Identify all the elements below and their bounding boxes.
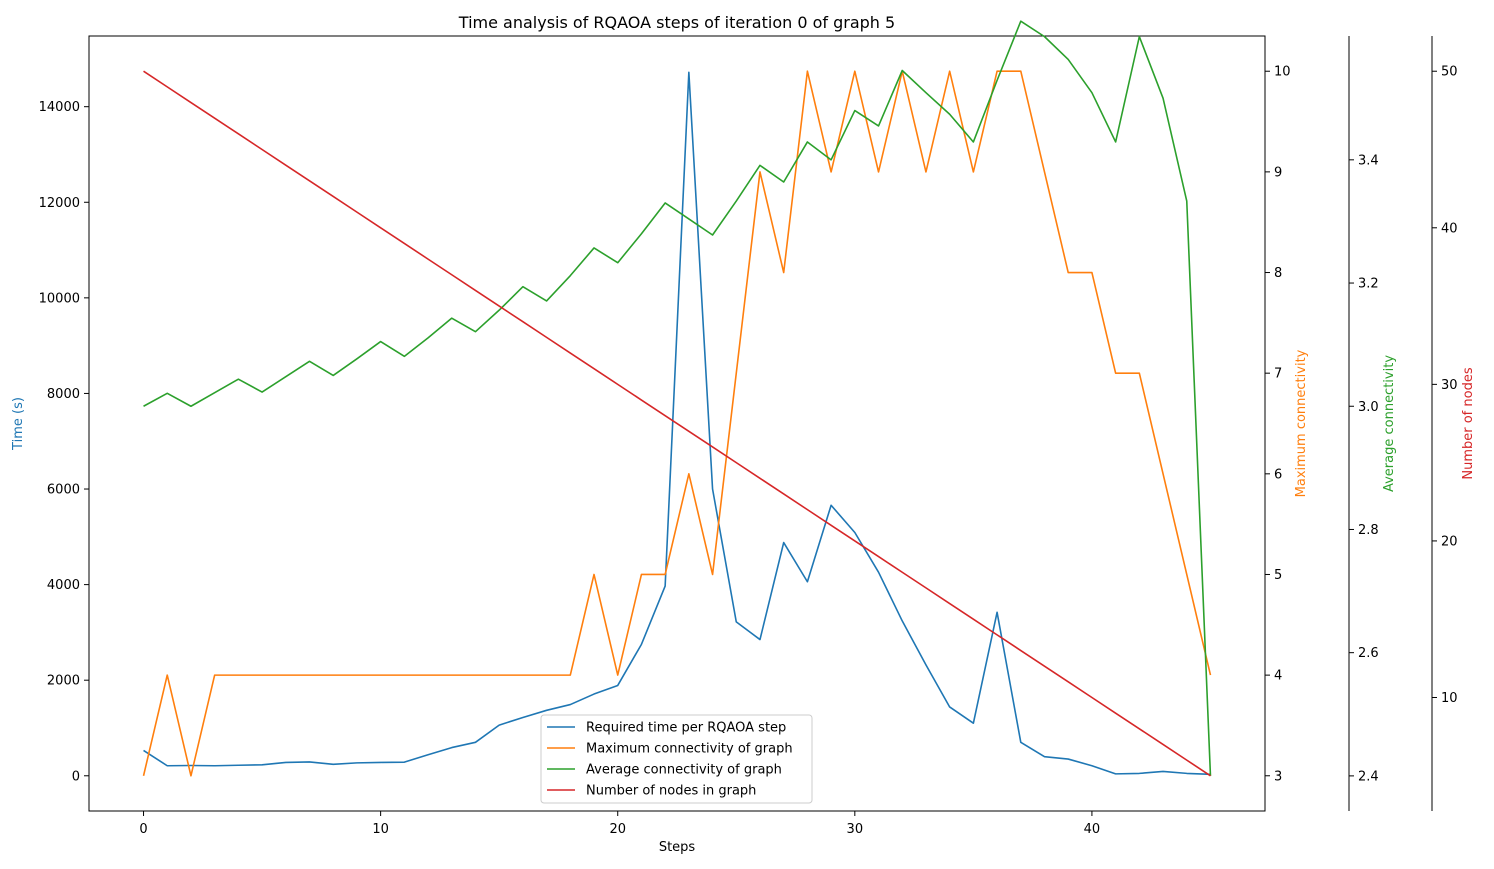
avgconn-tick-label: 3.4: [1358, 153, 1379, 168]
nodes-tick-label: 20: [1441, 534, 1458, 549]
avgconn-tick-label: 2.8: [1358, 523, 1379, 538]
maxconn-tick-label: 4: [1274, 669, 1282, 684]
x-axis-label: Steps: [659, 840, 696, 855]
avgconn-tick-label: 3.0: [1358, 400, 1379, 415]
x-tick-label: 10: [372, 822, 389, 837]
time-tick-label: 10000: [39, 291, 80, 306]
legend-label: Average connectivity of graph: [586, 763, 782, 778]
time-tick-label: 0: [72, 769, 80, 784]
maxconn-axis-label: Maximum connectivity: [1294, 349, 1309, 497]
maxconn-tick-label: 3: [1274, 769, 1282, 784]
avgconn-tick-label: 2.4: [1358, 769, 1379, 784]
time-tick-label: 12000: [39, 196, 80, 211]
time-tick-label: 2000: [47, 674, 80, 689]
time-tick-label: 8000: [47, 387, 80, 402]
nodes-tick-label: 10: [1441, 691, 1458, 706]
x-tick-label: 40: [1084, 822, 1101, 837]
legend-label: Maximum connectivity of graph: [586, 742, 793, 757]
series-line-nodes: [143, 70, 1211, 777]
chart-title: Time analysis of RQAOA steps of iteratio…: [458, 13, 895, 32]
maxconn-tick-label: 8: [1274, 266, 1282, 281]
avgconn-axis-label: Average connectivity: [1382, 355, 1397, 492]
maxconn-tick-label: 6: [1274, 467, 1282, 482]
legend-label: Required time per RQAOA step: [586, 721, 786, 736]
legend: Required time per RQAOA step Maximum conn…: [540, 714, 813, 804]
nodes-tick-label: 30: [1441, 378, 1458, 393]
legend-box: [540, 714, 813, 804]
avgconn-tick-label: 2.6: [1358, 646, 1379, 661]
nodes-tick-label: 50: [1441, 65, 1458, 80]
time-tick-label: 6000: [47, 483, 80, 498]
nodes-tick-label: 40: [1441, 221, 1458, 236]
y-axes: 0 2000 4000 6000 8000 10000 12000 14000 Time (s)…: [11, 36, 1476, 811]
x-tick-label: 30: [847, 822, 864, 837]
series-line-avgconn: [143, 20, 1212, 776]
maxconn-tick-label: 9: [1274, 165, 1282, 180]
maxconn-tick-label: 10: [1274, 65, 1291, 80]
x-tick-label: 20: [609, 822, 626, 837]
time-tick-label: 14000: [39, 100, 80, 115]
x-tick-label: 0: [139, 822, 147, 837]
avgconn-tick-label: 3.2: [1358, 277, 1379, 292]
time-tick-label: 4000: [47, 578, 80, 593]
maxconn-tick-label: 5: [1274, 568, 1282, 583]
series-layer: [142, 20, 1212, 777]
series-line-time: [143, 71, 1211, 776]
plot-frame: [88, 35, 1266, 812]
series-line-maxconn: [142, 70, 1212, 777]
maxconn-tick-label: 7: [1274, 367, 1282, 382]
time-axis-label: Time (s): [11, 397, 26, 451]
legend-label: Number of nodes in graph: [586, 784, 756, 799]
x-axis: 0 10 20 30 40: [139, 811, 1100, 837]
nodes-axis-label: Number of nodes: [1461, 367, 1476, 479]
